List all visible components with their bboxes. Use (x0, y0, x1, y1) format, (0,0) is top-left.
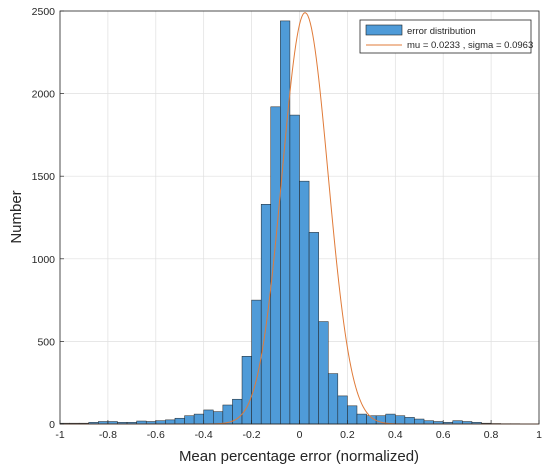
histogram-bar (174, 417, 185, 425)
y-tick-label: 0 (49, 419, 55, 431)
x-tick-label: -0.4 (195, 429, 213, 441)
x-tick-label: -0.8 (99, 429, 117, 441)
histogram-bar (213, 411, 224, 425)
x-tick-label: 0.2 (340, 429, 355, 441)
histogram-bar (184, 415, 195, 425)
x-axis-label: Mean percentage error (normalized) (179, 448, 419, 465)
x-tick-label: -0.2 (243, 429, 261, 441)
histogram-bar (356, 413, 367, 425)
histogram-bar (165, 419, 176, 425)
histogram-bar (280, 20, 291, 425)
x-tick-label: 0.4 (388, 429, 403, 441)
x-tick-label: -0.6 (147, 429, 165, 441)
x-tick-label: -1 (55, 429, 64, 441)
y-tick-label: 1500 (32, 171, 56, 183)
histogram-bar (193, 413, 204, 425)
y-tick-label: 2000 (32, 89, 56, 101)
histogram-bar (337, 395, 348, 425)
histogram-bars (59, 20, 540, 425)
legend-entry-bars: error distribution (407, 26, 476, 37)
x-tick-label: 0.8 (484, 429, 499, 441)
histogram-bar (270, 106, 281, 425)
x-tick-labels: -1 -0.8 -0.6 -0.4 -0.2 0 0.2 0.4 0.6 0.8 1 (55, 429, 542, 441)
histogram-bar (299, 180, 310, 425)
x-tick-label: 1 (536, 429, 542, 441)
x-tick-label: 0 (297, 429, 303, 441)
y-tick-labels: 0 500 1000 1500 2000 2500 (32, 6, 56, 431)
histogram-bar (414, 418, 425, 425)
y-tick-label: 500 (37, 336, 55, 348)
y-tick-label: 1000 (32, 254, 56, 266)
histogram-bar (327, 373, 339, 425)
axis-ticks (59, 10, 540, 425)
histogram-bar (395, 415, 406, 425)
histogram-bar (347, 405, 358, 425)
histogram-bar (289, 114, 300, 425)
y-tick-label: 2500 (32, 6, 56, 18)
histogram-bar (404, 417, 415, 425)
legend-entry-fit: mu = 0.0233 , sigma = 0.0963 (407, 40, 533, 51)
y-axis-label: Number (8, 190, 25, 243)
histogram-bar (241, 356, 252, 425)
histogram-bar (203, 409, 214, 425)
x-tick-label: 0.6 (436, 429, 451, 441)
histogram-bar (260, 204, 272, 425)
legend-bar-swatch (365, 24, 403, 36)
histogram-bar (385, 413, 396, 425)
histogram-bar (318, 321, 329, 425)
histogram-bar (308, 232, 319, 425)
legend: error distribution mu = 0.0233 , sigma =… (359, 19, 533, 54)
